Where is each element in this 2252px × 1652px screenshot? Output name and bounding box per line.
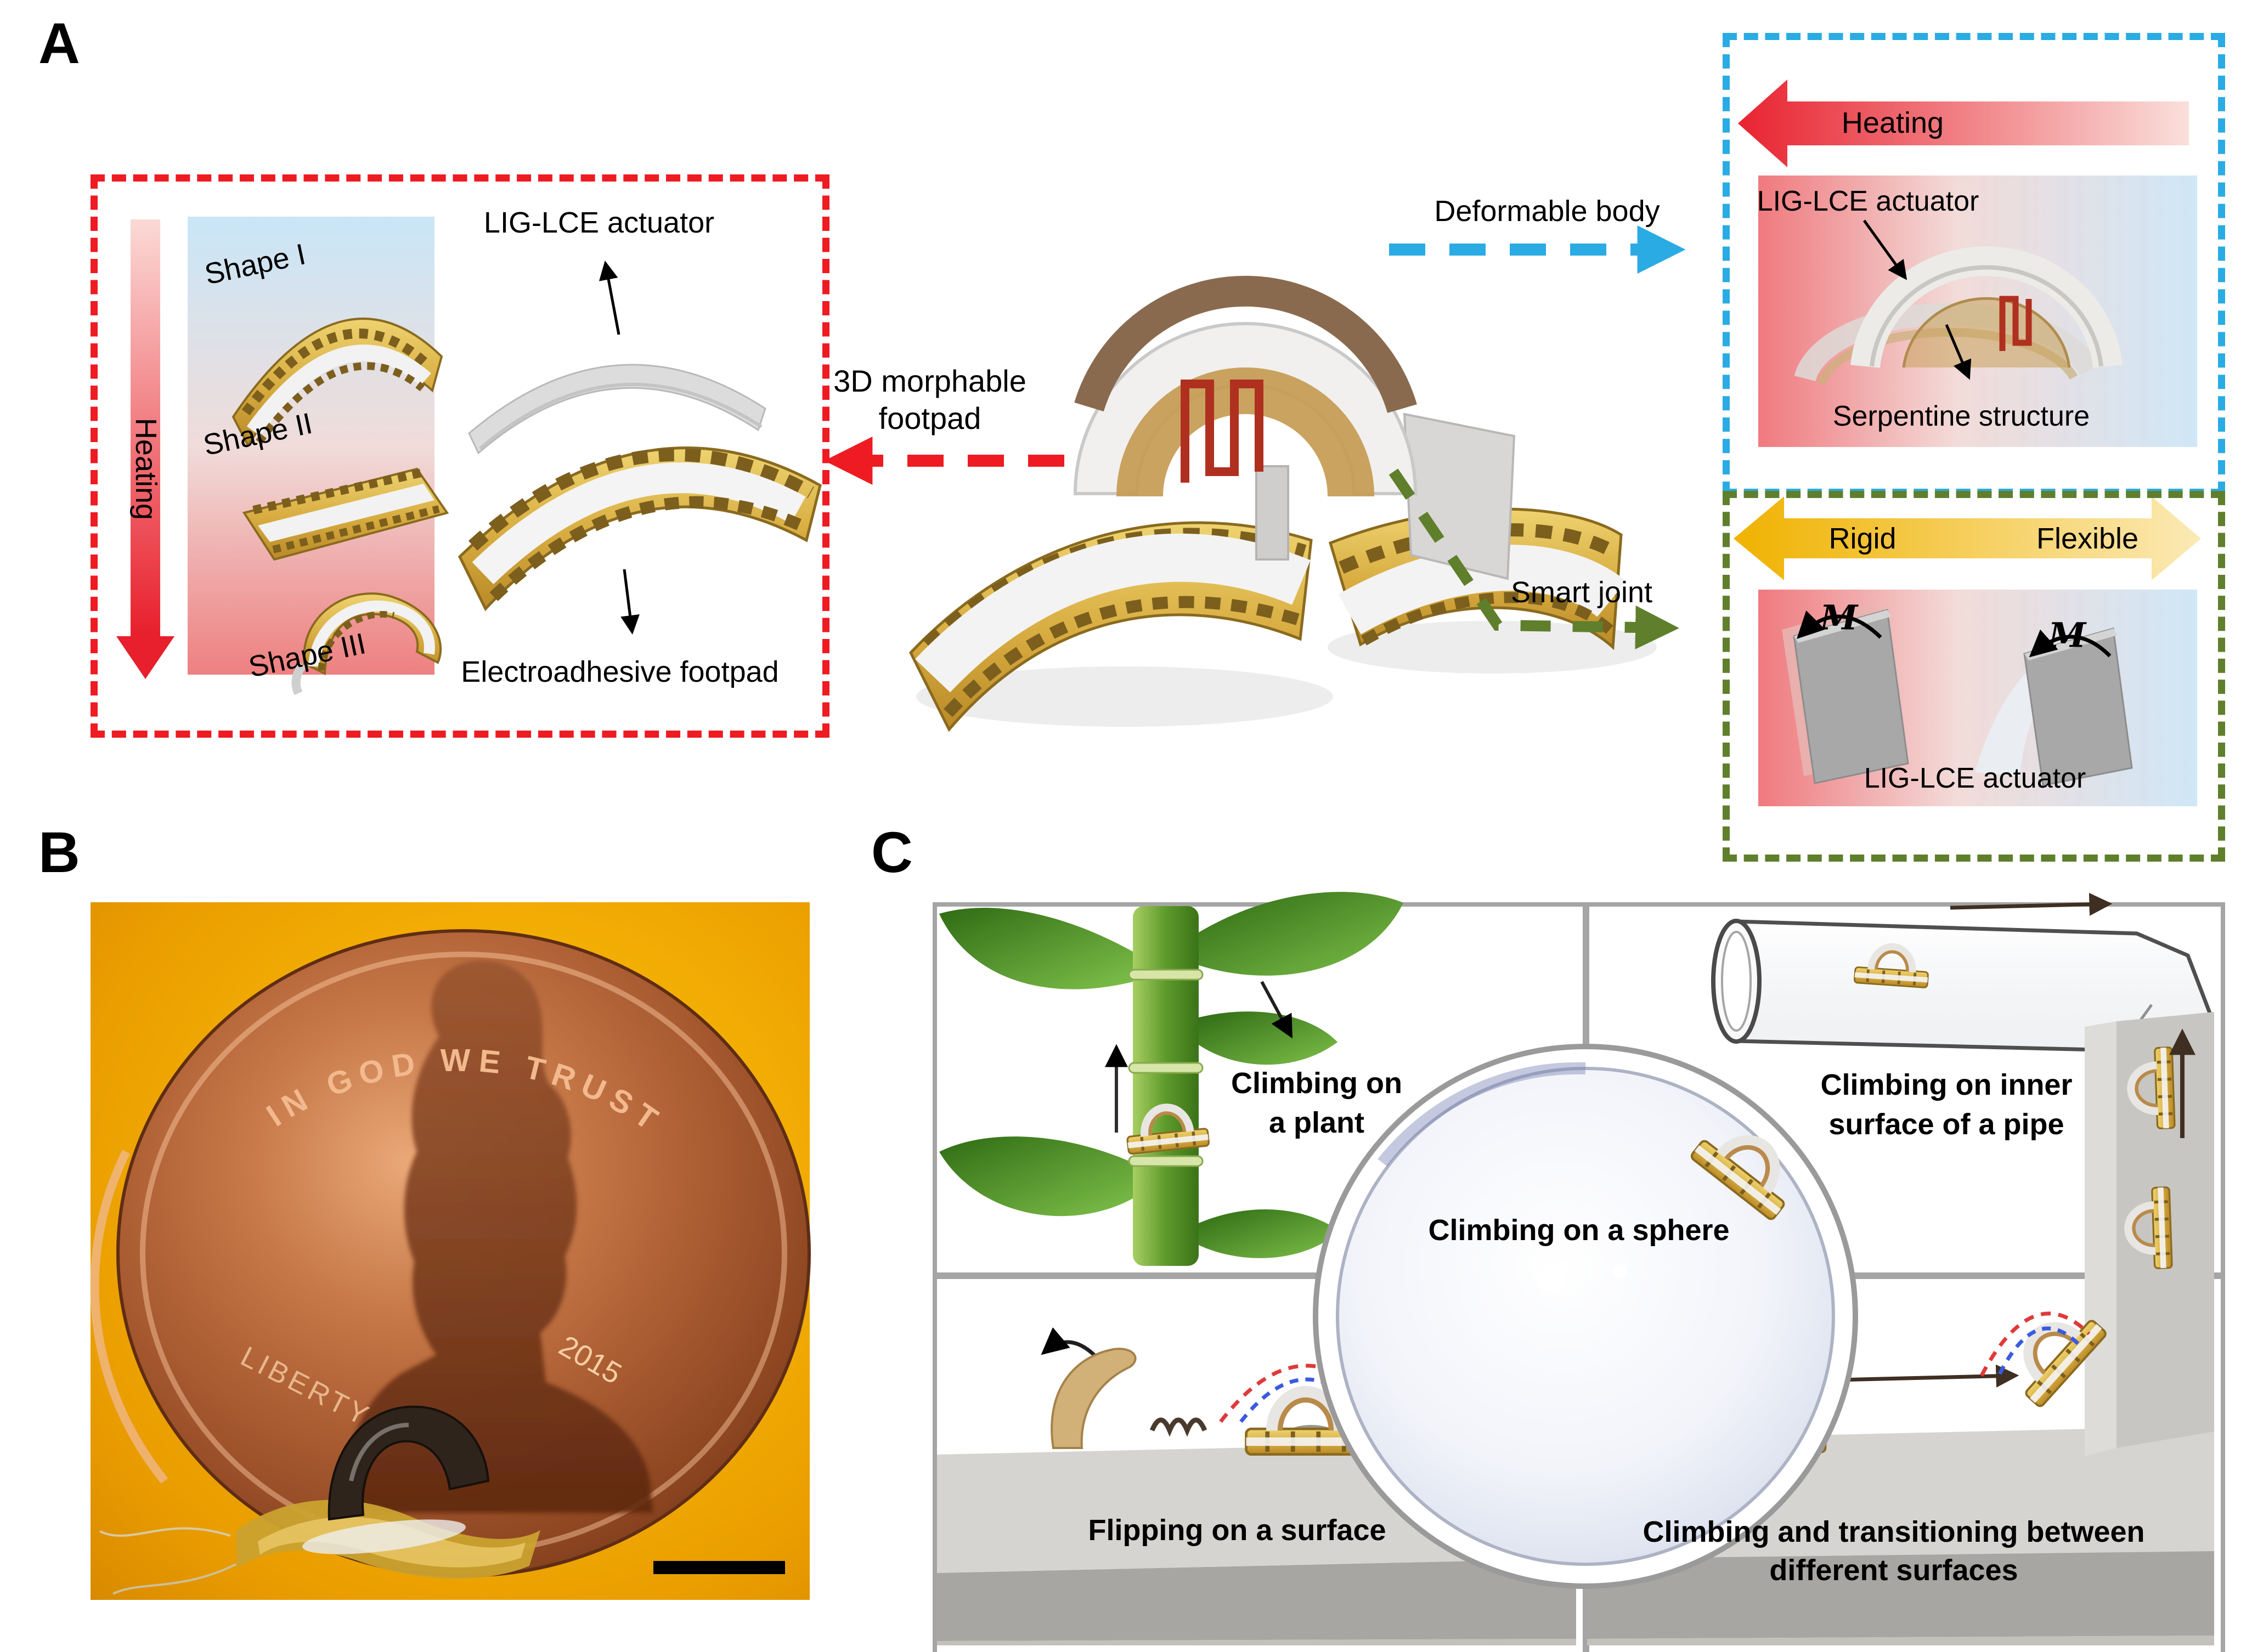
actuator-pointer-arrow <box>599 261 620 335</box>
transition-caption-line1: Climbing and transitioning between <box>1643 1515 2145 1548</box>
plant-caption-line2: a plant <box>1268 1106 1365 1139</box>
body-box-panel <box>1758 176 2197 447</box>
robot-render <box>908 275 1657 732</box>
pipe-caption-line2: surface of a pipe <box>1828 1107 2064 1141</box>
rigid-label: Rigid <box>1828 522 1897 555</box>
deformable-body-box <box>1723 33 2225 496</box>
electroadhesive-footpad-graphic <box>458 446 822 612</box>
shape1-graphic <box>232 318 443 448</box>
electroadhesive-pointer-arrow <box>620 569 640 635</box>
shape3-graphic <box>291 592 442 695</box>
body-box-heating-arrow <box>1738 80 2189 167</box>
serpentine-label: Serpentine structure <box>1832 400 2090 433</box>
lce-actuator-strip <box>468 364 766 455</box>
scene-plant-graphic <box>939 892 1403 1266</box>
moment-symbol-left: M <box>1820 597 1858 638</box>
actuator-label-redbox: LIG-LCE actuator <box>483 206 715 239</box>
smart-joint-box <box>1723 491 2225 862</box>
joint-box-panel <box>1758 590 2197 806</box>
flip-caption: Flipping on a surface <box>1088 1513 1386 1547</box>
electroadhesive-label: Electroadhesive footpad <box>461 655 779 688</box>
joint-box-rigid-flexible-arrow <box>1734 496 2201 580</box>
penny-coin: IN GOD WE TRUST LIBERTY 2015 <box>90 929 811 1577</box>
transition-caption-line2: different surfaces <box>1769 1553 2018 1587</box>
panel-b-letter: B <box>38 821 80 885</box>
smart-joint-callout-arrow <box>1389 468 1679 649</box>
heating-arrow-vertical <box>116 219 174 679</box>
panel-a-letter: A <box>38 12 80 76</box>
flexible-label: Flexible <box>2036 522 2139 555</box>
smart-joint-callout-label: Smart joint <box>1510 575 1653 609</box>
morphable-footpad-box <box>91 174 829 738</box>
heating-label-bluebox: Heating <box>1841 106 1944 139</box>
actuator-label-greenbox: LIG-LCE actuator <box>1864 762 2086 795</box>
heating-label-vertical: Heating <box>129 417 163 521</box>
pipe-caption-line1: Climbing on inner <box>1820 1068 2073 1101</box>
morphable-callout-line1: 3D morphable <box>833 363 1026 398</box>
moment-symbol-right: M <box>2048 615 2086 655</box>
plant-caption-line1: Climbing on <box>1231 1066 1402 1100</box>
deformable-callout-label: Deformable body <box>1434 194 1660 228</box>
scale-bar <box>653 1561 785 1574</box>
shape2-graphic <box>242 467 449 561</box>
photo-robot <box>99 1405 540 1595</box>
panel-c-letter: C <box>871 821 913 885</box>
sphere-caption: Climbing on a sphere <box>1428 1213 1730 1247</box>
morphable-callout-line2: footpad <box>878 400 981 435</box>
scene-sphere-graphic <box>1313 1044 1858 1589</box>
lincoln-bust <box>348 960 653 1513</box>
actuator-label-bluebox: LIG-LCE actuator <box>1757 185 1979 218</box>
